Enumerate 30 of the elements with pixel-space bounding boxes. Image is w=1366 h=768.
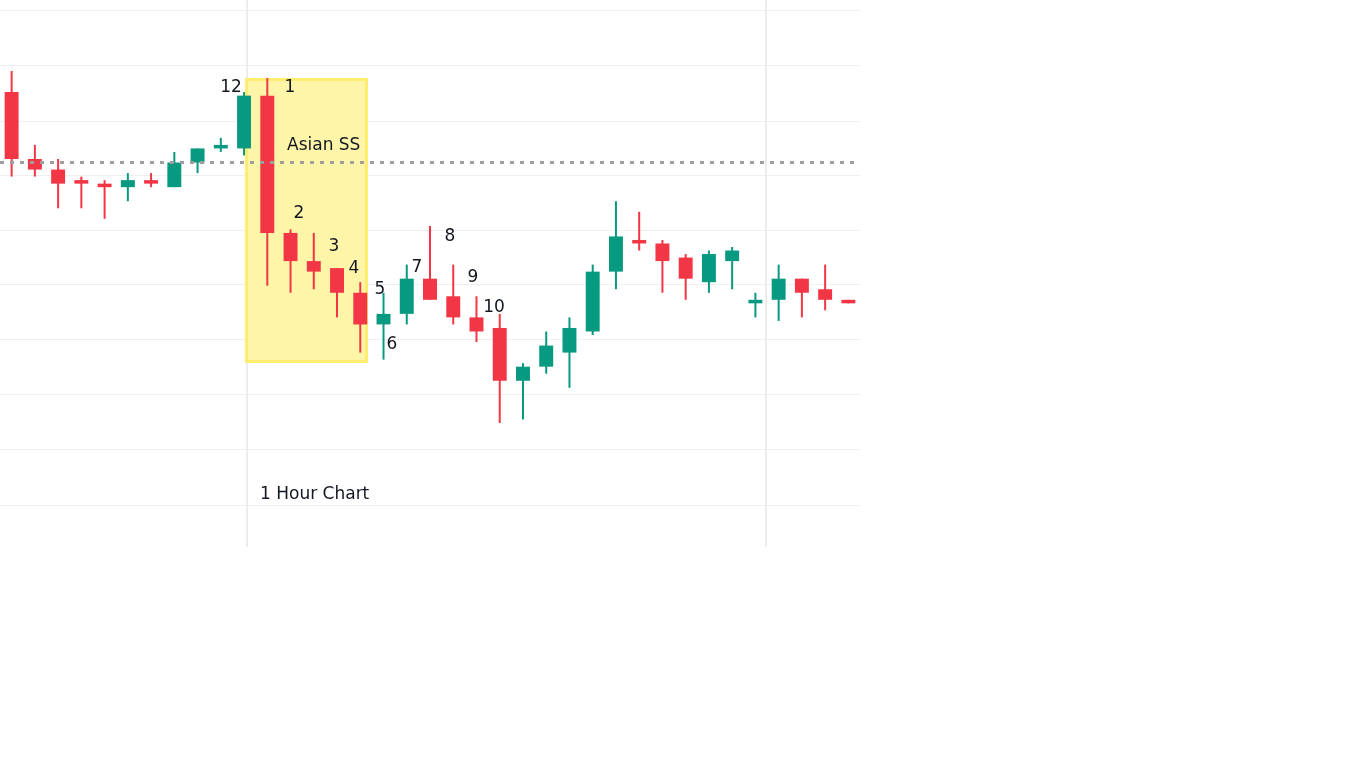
annotation: 4	[348, 257, 360, 277]
annotation: 2	[293, 202, 305, 222]
candlestick	[516, 362, 530, 421]
annotation: 8	[444, 225, 456, 245]
candlestick	[27, 143, 42, 178]
candlestick	[190, 147, 205, 175]
annotation: 12	[220, 76, 242, 96]
candlestick	[771, 263, 786, 322]
candlestick	[74, 175, 89, 210]
annotation: 5	[374, 278, 386, 298]
text: 1 Hour Chart	[260, 483, 370, 503]
candlestick	[655, 238, 670, 294]
ref-line-label: Asian SS	[287, 134, 361, 155]
candlestick	[51, 158, 66, 210]
candlestick	[423, 224, 437, 301]
annotation: 6	[386, 333, 398, 353]
candlestick	[446, 263, 461, 326]
candlestick	[469, 295, 484, 344]
annotation: 7	[411, 256, 423, 276]
candlestick	[306, 231, 321, 291]
candlestick	[818, 263, 833, 312]
candlestick	[794, 277, 809, 319]
candlestick	[120, 172, 135, 203]
annotation: 1	[284, 76, 296, 96]
candlestick	[678, 253, 693, 301]
candlestick	[539, 330, 554, 375]
annotation: 9	[467, 266, 479, 286]
annotation: 10	[483, 296, 505, 316]
annotation: 3	[328, 235, 340, 255]
candlestick	[725, 246, 740, 291]
